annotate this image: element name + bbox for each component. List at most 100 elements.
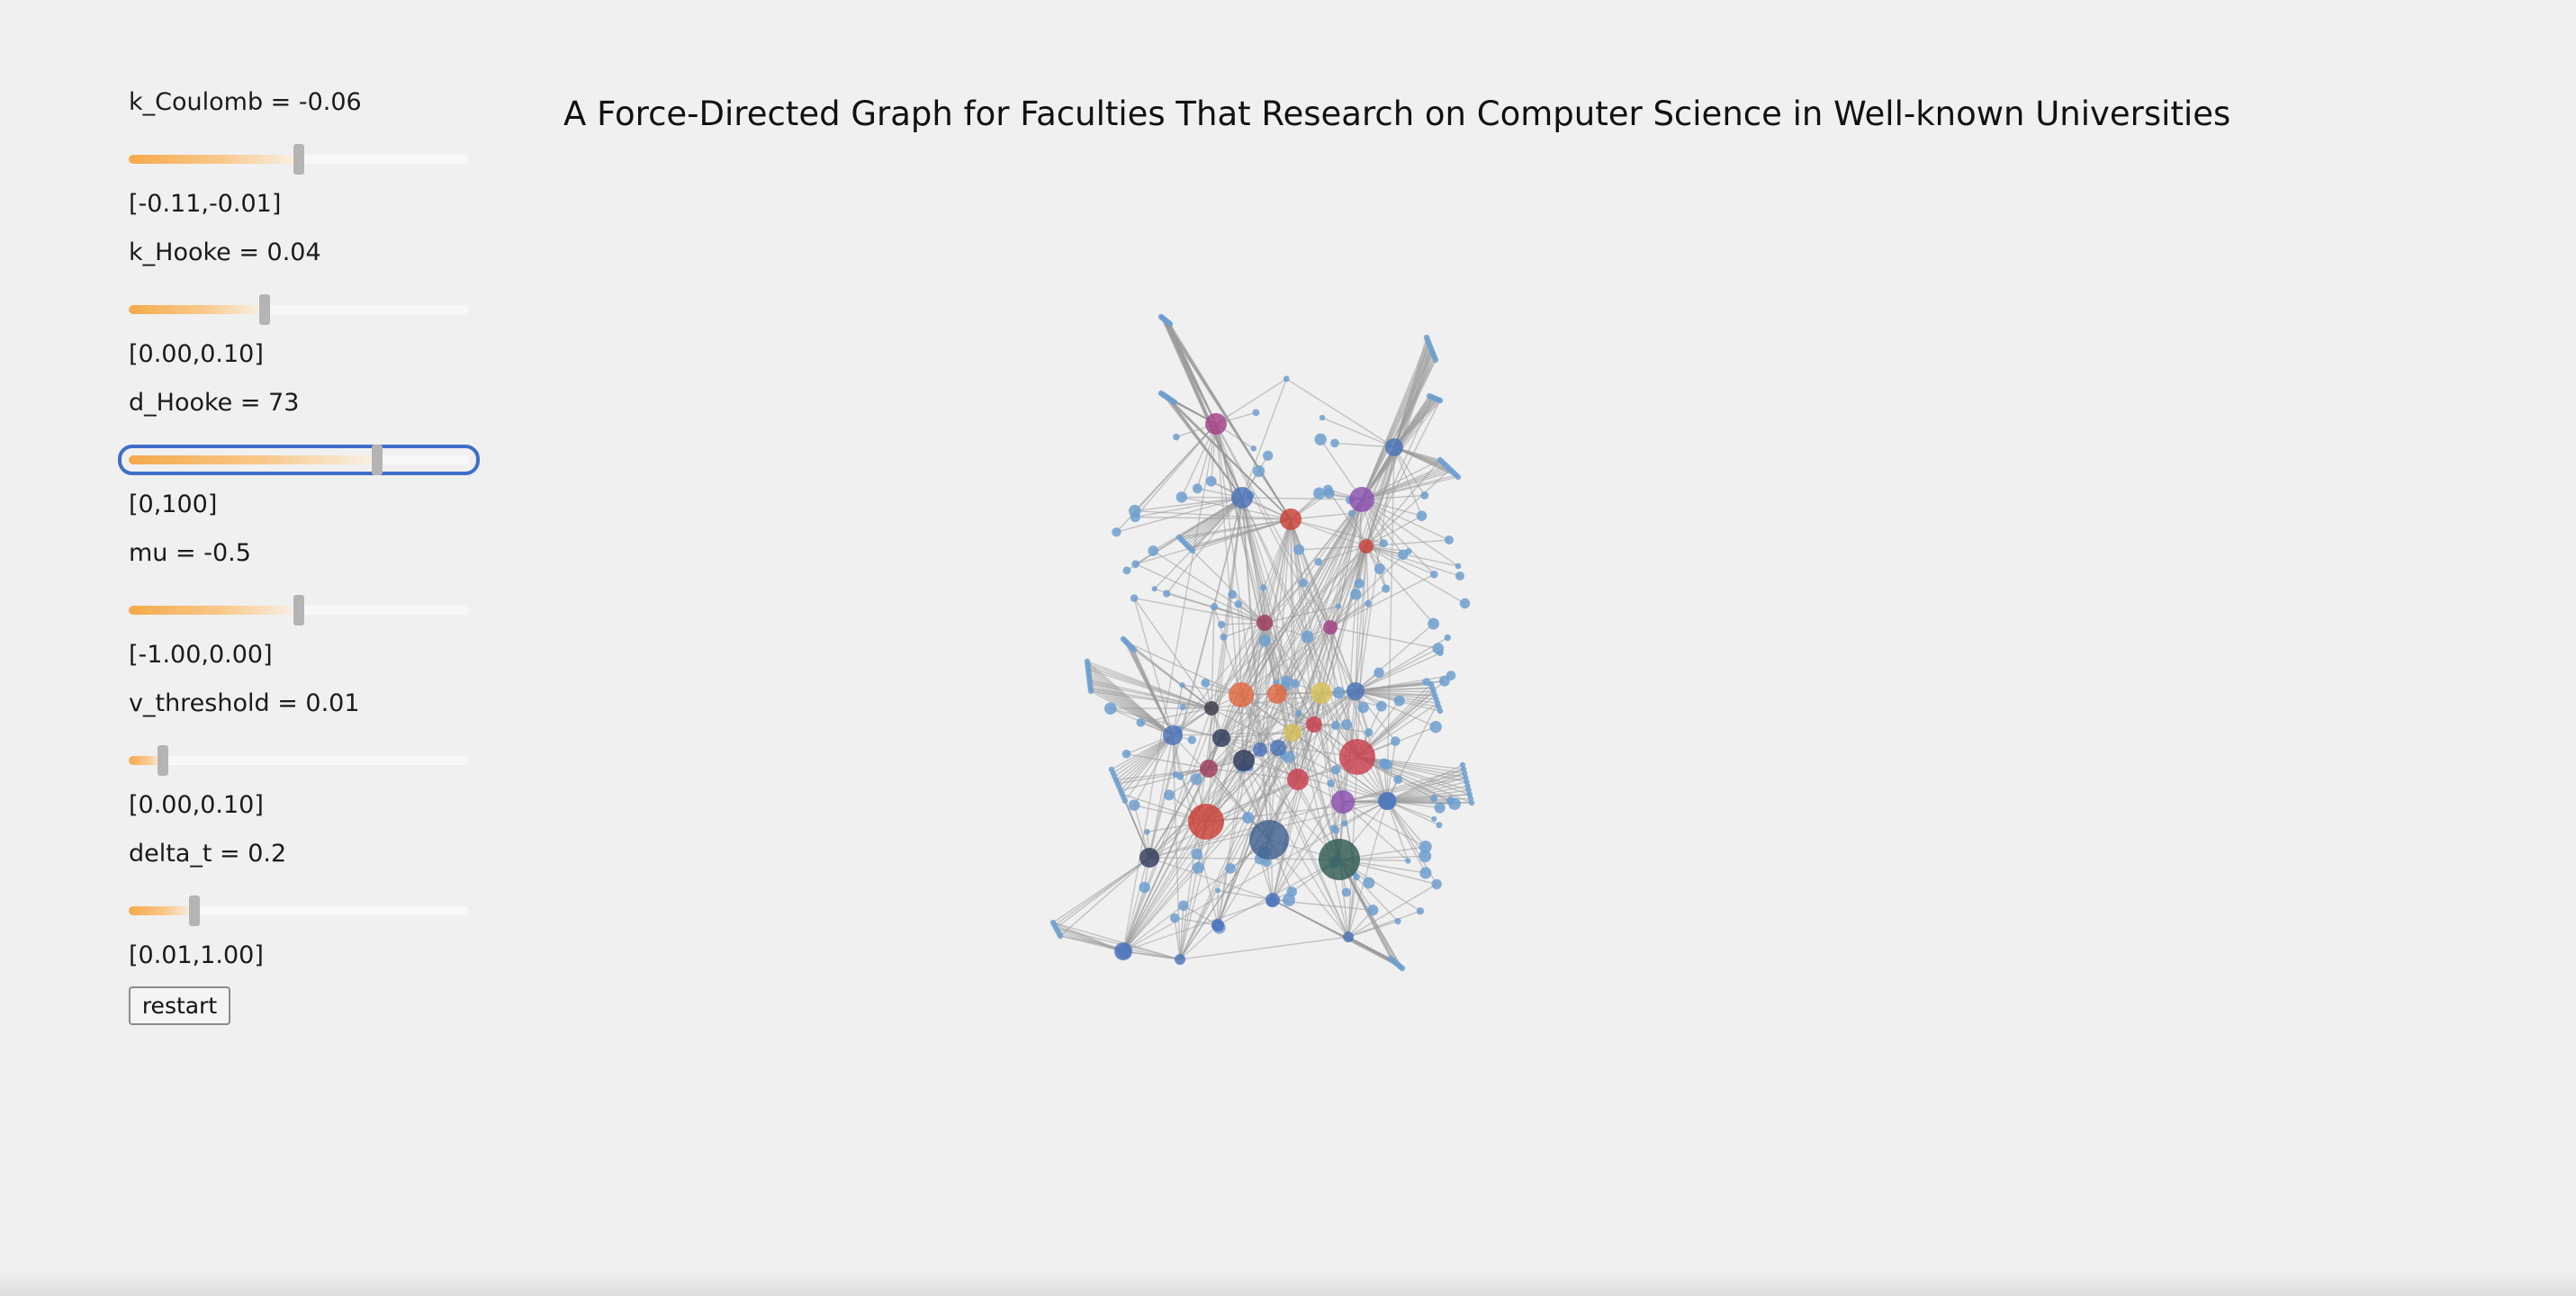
university-node[interactable]	[1347, 682, 1365, 700]
university-node[interactable]	[1231, 487, 1253, 508]
faculty-node[interactable]	[1354, 578, 1365, 589]
university-node[interactable]	[1270, 740, 1286, 756]
university-node[interactable]	[1212, 729, 1230, 747]
faculty-node[interactable]	[1437, 707, 1444, 715]
faculty-node[interactable]	[1163, 590, 1171, 598]
university-node[interactable]	[1114, 942, 1132, 960]
slider-thumb[interactable]	[259, 294, 271, 325]
faculty-node[interactable]	[1437, 397, 1444, 404]
faculty-node[interactable]	[1455, 562, 1462, 570]
university-node[interactable]	[1283, 724, 1302, 742]
faculty-node[interactable]	[1393, 695, 1405, 706]
faculty-node[interactable]	[1112, 527, 1121, 537]
slider-thumb[interactable]	[188, 896, 200, 926]
faculty-node[interactable]	[1429, 570, 1438, 579]
k-hooke-slider[interactable]	[129, 294, 469, 325]
university-node[interactable]	[1306, 716, 1322, 733]
faculty-node[interactable]	[1189, 547, 1196, 554]
faculty-node[interactable]	[1283, 894, 1295, 906]
d-hooke-slider[interactable]	[118, 445, 480, 475]
faculty-node[interactable]	[1191, 848, 1202, 860]
faculty-node[interactable]	[1210, 603, 1219, 611]
faculty-node[interactable]	[1169, 913, 1180, 923]
faculty-node[interactable]	[1205, 475, 1217, 487]
faculty-node[interactable]	[1353, 873, 1360, 881]
faculty-node[interactable]	[1128, 799, 1140, 811]
faculty-node[interactable]	[1399, 965, 1406, 972]
faculty-node[interactable]	[1129, 504, 1141, 518]
faculty-node[interactable]	[1393, 774, 1403, 785]
university-node[interactable]	[1229, 682, 1254, 707]
faculty-node[interactable]	[1336, 603, 1342, 609]
faculty-node[interactable]	[1327, 778, 1335, 788]
slider-thumb[interactable]	[293, 595, 304, 626]
faculty-node[interactable]	[1420, 491, 1429, 500]
faculty-node[interactable]	[1104, 702, 1117, 716]
slider-thumb[interactable]	[293, 144, 304, 175]
faculty-node[interactable]	[1172, 433, 1180, 441]
faculty-node[interactable]	[1148, 545, 1159, 556]
faculty-node[interactable]	[1178, 900, 1189, 912]
university-node[interactable]	[1385, 438, 1403, 456]
faculty-node[interactable]	[1172, 770, 1179, 778]
faculty-node[interactable]	[1444, 634, 1452, 642]
faculty-node[interactable]	[1087, 688, 1094, 695]
university-node[interactable]	[1249, 820, 1289, 860]
faculty-node[interactable]	[1350, 589, 1362, 600]
faculty-node[interactable]	[1330, 720, 1341, 731]
faculty-node[interactable]	[1405, 858, 1411, 864]
university-node[interactable]	[1378, 792, 1396, 810]
faculty-node[interactable]	[1187, 735, 1197, 744]
faculty-node[interactable]	[1341, 719, 1352, 730]
k-coulomb-slider[interactable]	[129, 144, 469, 175]
faculty-node[interactable]	[1122, 566, 1131, 575]
faculty-node[interactable]	[1330, 438, 1339, 448]
faculty-node[interactable]	[1290, 679, 1300, 688]
faculty-node[interactable]	[1455, 572, 1464, 580]
faculty-node[interactable]	[1192, 483, 1202, 494]
faculty-node[interactable]	[1363, 877, 1375, 889]
university-node[interactable]	[1233, 750, 1255, 771]
faculty-node[interactable]	[1190, 773, 1202, 786]
faculty-node[interactable]	[1432, 643, 1445, 654]
faculty-node[interactable]	[1314, 433, 1327, 446]
faculty-node[interactable]	[1130, 594, 1139, 602]
faculty-node[interactable]	[1215, 887, 1221, 894]
faculty-node[interactable]	[1166, 320, 1174, 328]
faculty-node[interactable]	[1234, 599, 1243, 608]
faculty-node[interactable]	[1367, 904, 1379, 916]
university-node[interactable]	[1211, 919, 1224, 932]
faculty-node[interactable]	[1164, 789, 1175, 801]
faculty-node[interactable]	[1179, 682, 1185, 688]
faculty-node[interactable]	[1130, 646, 1138, 653]
faculty-node[interactable]	[1330, 765, 1341, 775]
faculty-node[interactable]	[1428, 617, 1440, 630]
faculty-node[interactable]	[1398, 549, 1409, 561]
university-node[interactable]	[1319, 839, 1360, 880]
faculty-node[interactable]	[1201, 678, 1211, 688]
faculty-node[interactable]	[1329, 824, 1338, 832]
faculty-node[interactable]	[1283, 375, 1290, 382]
delta-t-slider[interactable]	[129, 896, 469, 926]
university-node[interactable]	[1323, 620, 1338, 634]
faculty-node[interactable]	[1434, 802, 1446, 814]
faculty-node[interactable]	[1225, 863, 1236, 874]
faculty-node[interactable]	[1468, 799, 1475, 806]
faculty-node[interactable]	[1294, 710, 1302, 717]
faculty-node[interactable]	[1220, 633, 1228, 641]
faculty-node[interactable]	[1273, 679, 1280, 686]
faculty-node[interactable]	[1422, 678, 1431, 687]
faculty-node[interactable]	[1250, 445, 1257, 452]
faculty-node[interactable]	[1298, 578, 1308, 588]
university-node[interactable]	[1175, 954, 1185, 965]
university-node[interactable]	[1287, 769, 1309, 790]
faculty-node[interactable]	[1258, 634, 1272, 647]
university-node[interactable]	[1256, 615, 1273, 631]
faculty-node[interactable]	[1374, 667, 1384, 679]
faculty-node[interactable]	[1419, 850, 1432, 863]
faculty-node[interactable]	[1301, 630, 1314, 644]
university-node[interactable]	[1339, 739, 1375, 775]
faculty-node[interactable]	[1228, 590, 1238, 599]
faculty-node[interactable]	[1144, 828, 1150, 835]
